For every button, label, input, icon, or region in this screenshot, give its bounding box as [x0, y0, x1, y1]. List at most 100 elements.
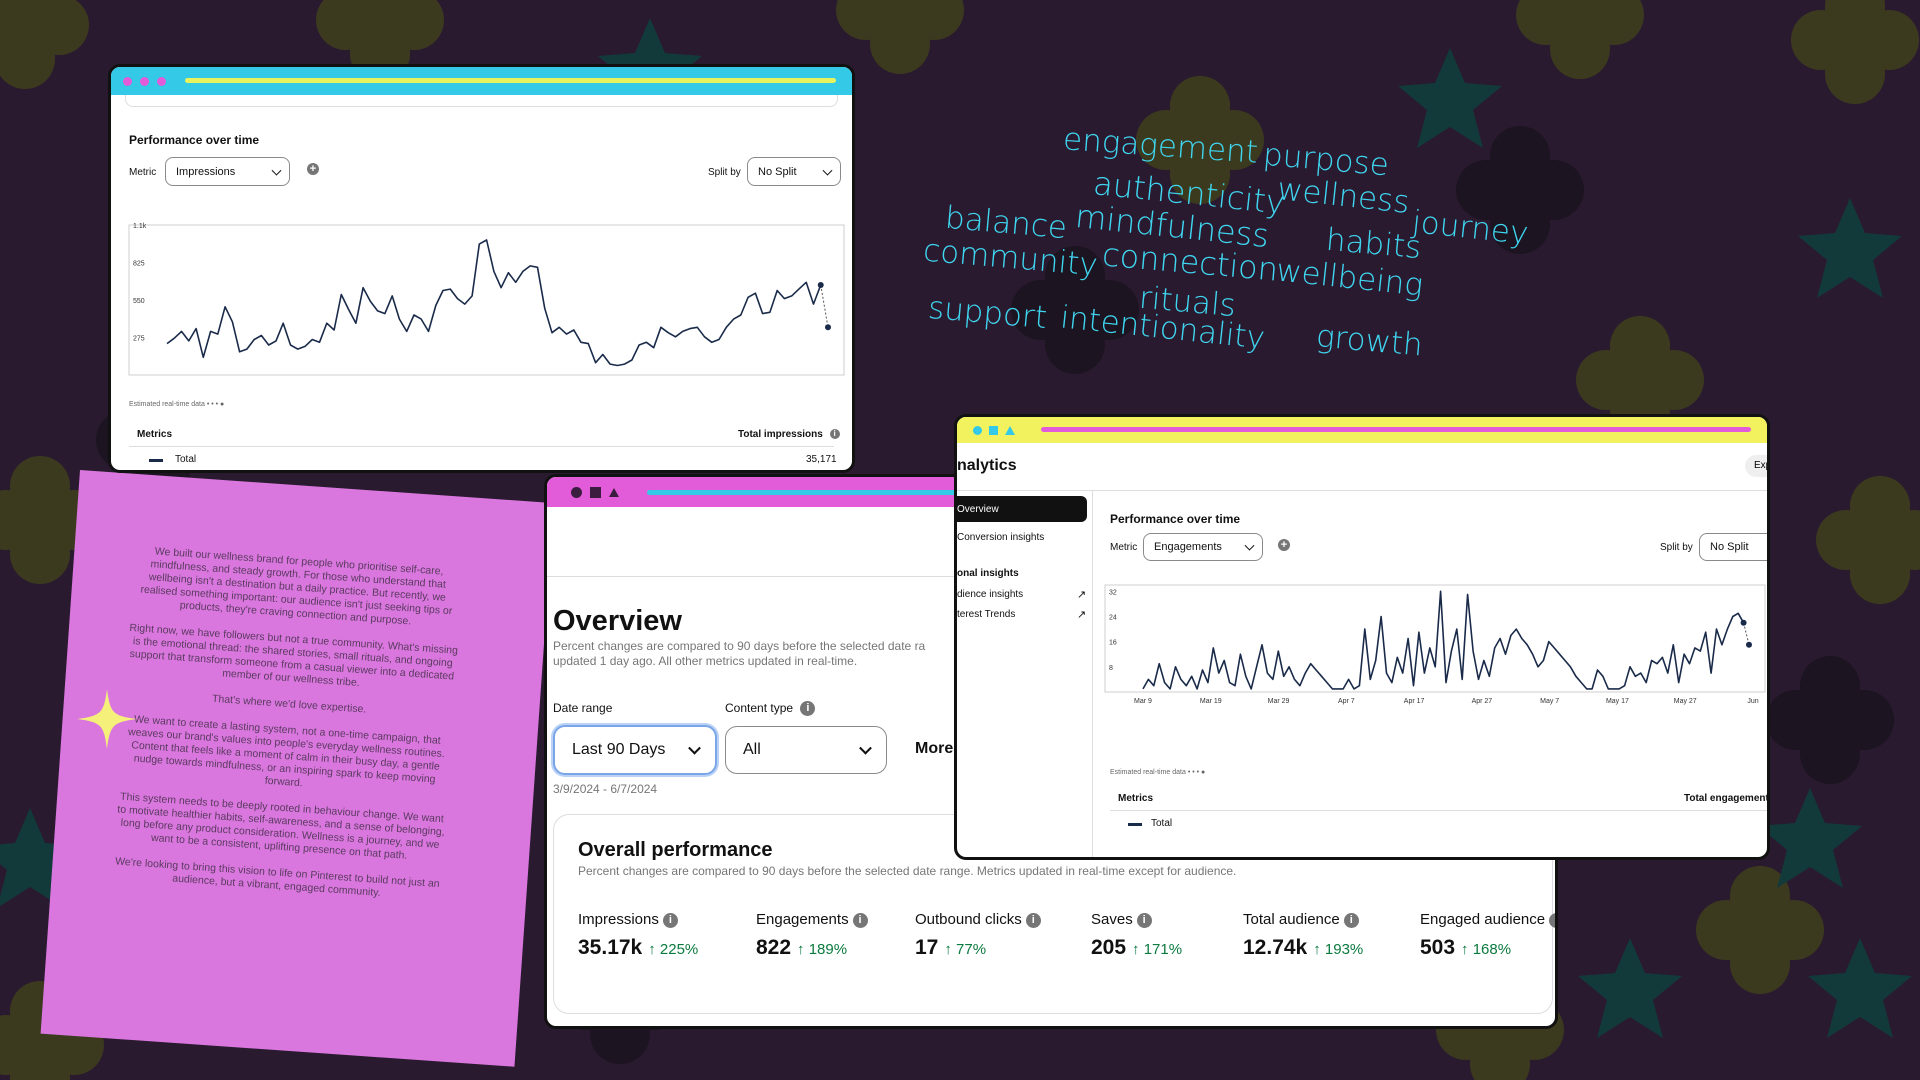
metric-label: Metric	[1110, 542, 1138, 553]
metric-name: Outbound clicks	[915, 911, 1022, 928]
x-tick-label: Mar 9	[1134, 698, 1152, 705]
chevron-down-icon	[859, 741, 872, 755]
x-tick-label: May 17	[1606, 698, 1629, 705]
engagements-window: nalytics Expo Overview Conversion insigh…	[954, 414, 1770, 860]
more-filters-button[interactable]: More	[915, 740, 954, 757]
date-range-value: Last 90 Days	[572, 741, 666, 758]
square-icon	[590, 486, 601, 498]
sidebar-item-overview[interactable]: Overview	[957, 496, 1087, 522]
section-title: Performance over time	[129, 133, 260, 147]
circle-icon	[571, 486, 582, 498]
overall-title: Overall performance	[578, 839, 773, 861]
info-icon[interactable]: i	[1025, 912, 1041, 928]
metric-name: Engaged audience	[1420, 911, 1546, 928]
brief-paragraph: We're looking to bring this vision to li…	[114, 855, 440, 899]
metric-select[interactable]: Engagements	[1143, 533, 1263, 561]
x-tick-label: Mar 19	[1200, 698, 1222, 705]
triangle-icon	[1005, 425, 1015, 435]
metric-engaged-audience[interactable]: Engaged audience i 503 ↑ 168%	[1420, 911, 1555, 960]
export-label: Expo	[1754, 460, 1767, 471]
chevron-down-icon	[1244, 540, 1255, 551]
add-metric-icon[interactable]: +	[307, 163, 319, 175]
metric-value: 12.74k	[1243, 936, 1308, 959]
engagements-line-chart: 32 24 16 8 Mar 9 Mar 19 Mar 29 Apr 7 Apr 17 Apr 2…	[1104, 584, 1766, 705]
metrics-divider	[129, 446, 834, 447]
split-label: Split by	[1660, 542, 1693, 553]
metric-change: 225%	[659, 941, 699, 958]
arrow-up-icon: ↑	[648, 941, 656, 958]
plot-area	[1104, 584, 1766, 693]
metrics-header: Metrics	[1118, 793, 1154, 804]
data-point	[1746, 641, 1752, 648]
page-title: Overview	[553, 605, 682, 637]
title-bar	[957, 417, 1767, 443]
date-range-label: Date range	[553, 701, 613, 715]
title-bar	[111, 67, 852, 95]
metric-total-audience[interactable]: Total audience i 12.74k ↑ 193%	[1243, 911, 1363, 960]
info-icon[interactable]: i	[1549, 912, 1555, 928]
top-divider	[125, 95, 838, 107]
info-icon[interactable]: i	[800, 701, 816, 717]
metric-name: Impressions	[578, 911, 659, 928]
estimated-series-line	[1743, 622, 1750, 645]
sidebar-item-audience[interactable]: dience insights	[957, 589, 1024, 600]
info-icon[interactable]: i	[1343, 912, 1359, 928]
subtitle-line: updated 1 day ago. All other metrics upd…	[553, 654, 858, 668]
y-tick-label: 1.1k	[133, 223, 147, 230]
metric-name: Saves	[1091, 911, 1133, 928]
chevron-down-icon	[822, 165, 833, 176]
y-tick-label: 825	[133, 261, 145, 268]
series-swatch	[149, 459, 163, 462]
arrow-up-icon: ↑	[944, 941, 952, 958]
metric-change: 171%	[1143, 941, 1183, 958]
metric-saves[interactable]: Saves i 205 ↑ 171%	[1091, 911, 1182, 960]
content-type-label: Content type i	[725, 701, 816, 717]
total-engagements-header: Total engagements	[1684, 793, 1770, 804]
square-icon	[989, 425, 998, 435]
data-point	[817, 282, 824, 288]
brief-paragraph: We built our wellness brand for people w…	[140, 545, 453, 628]
split-select[interactable]: No Split	[747, 157, 841, 186]
metric-impressions[interactable]: Impressions i 35.17k ↑ 225%	[578, 911, 698, 960]
subtitle-line: Percent changes are compared to 90 days …	[553, 639, 926, 653]
add-metric-icon[interactable]: +	[1278, 539, 1290, 551]
info-icon[interactable]: i	[1136, 912, 1152, 928]
info-icon[interactable]: i	[829, 429, 840, 440]
metric-select[interactable]: Impressions	[165, 157, 290, 186]
split-select-value: No Split	[1710, 541, 1749, 553]
metric-label: Metric	[129, 167, 157, 178]
metric-select-value: Engagements	[1154, 541, 1222, 553]
metric-value: 822	[756, 936, 792, 959]
data-point	[1740, 619, 1747, 626]
section-title: Performance over time	[1110, 512, 1241, 526]
row-value: 35,171	[806, 454, 837, 465]
metric-outbound-clicks[interactable]: Outbound clicks i 17 ↑ 77%	[915, 911, 1041, 960]
brief-paragraph: Right now, we have followers but not a t…	[129, 621, 459, 690]
sidebar-item-trends[interactable]: terest Trends	[957, 609, 1016, 620]
info-icon[interactable]: i	[662, 912, 678, 928]
metric-engagements[interactable]: Engagements i 822 ↑ 189%	[756, 911, 868, 960]
x-tick-label: Jun	[1747, 698, 1758, 705]
sidebar-section-label: onal insights	[957, 568, 1019, 579]
page-subtitle: Percent changes are compared to 90 days …	[553, 639, 925, 669]
export-button[interactable]: Expo	[1745, 455, 1767, 477]
sidebar-item-conversion[interactable]: Conversion insights	[957, 532, 1045, 543]
y-tick-label: 275	[133, 336, 145, 343]
metric-value: 205	[1091, 936, 1127, 959]
estimated-note: Estimated real-time data • • • ●	[1110, 769, 1206, 776]
date-range-select[interactable]: Last 90 Days	[553, 725, 717, 775]
split-select[interactable]: No Split	[1699, 533, 1767, 561]
info-icon[interactable]: i	[852, 912, 868, 928]
circle-icon	[973, 425, 982, 435]
plot-area	[128, 224, 845, 376]
metric-change: 77%	[956, 941, 987, 958]
row-label: Total	[1151, 818, 1173, 829]
x-tick-label: Mar 29	[1268, 698, 1290, 705]
arrow-up-icon: ↑	[1132, 941, 1140, 958]
brief-text: We built our wellness brand for people w…	[110, 544, 464, 917]
x-tick-label: May 27	[1674, 698, 1697, 705]
content-type-select[interactable]: All	[725, 726, 887, 774]
metric-name: Total audience	[1243, 911, 1340, 928]
brief-paragraph: We want to create a lasting system, not …	[127, 713, 446, 790]
